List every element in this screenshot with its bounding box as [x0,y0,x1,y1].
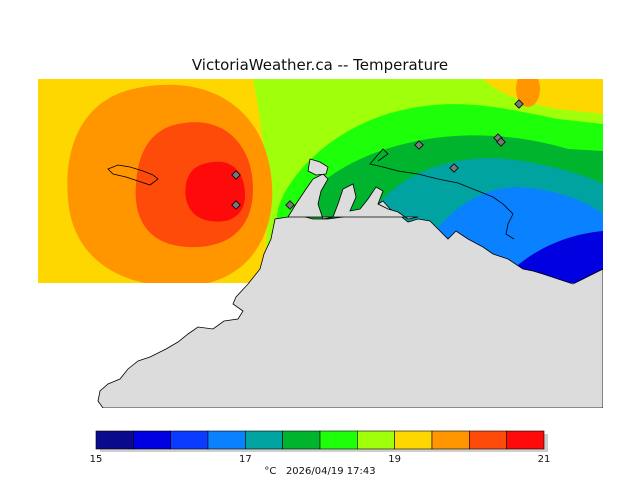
legend-unit: °C [264,466,277,477]
temp-band-red [185,161,246,222]
station-marker [285,200,295,210]
temperature-map[interactable] [38,79,603,408]
land-mainland [97,200,603,408]
legend-caption: °C 2026/04/19 17:43 [0,466,640,477]
legend-tick-label: 15 [89,454,103,465]
land-shore-upper [307,158,329,176]
station-marker [414,140,424,150]
legend-swatch [133,430,171,450]
legend-swatch [431,430,470,450]
legend-swatch [95,430,134,450]
station-marker [514,99,524,109]
legend-swatch [357,430,395,450]
temp-band-orange-small [516,79,540,107]
legend-tick-label: 21 [537,454,551,465]
station-marker [231,170,241,180]
color-scale-legend [95,430,548,452]
legend-swatch [170,430,209,450]
map-title: VictoriaWeather.ca -- Temperature [191,56,449,74]
legend-tick-label: 17 [238,454,252,465]
legend-swatch [207,430,246,450]
legend-swatch [506,430,545,450]
station-marker [496,137,506,147]
legend-swatch [469,430,507,450]
station-markers [231,99,524,210]
legend-swatch [394,430,433,450]
legend-tick-label: 19 [388,454,402,465]
legend-swatch [282,430,321,450]
land-strait-line [369,148,515,240]
legend-swatch [245,430,283,450]
legend-timestamp: 2026/04/19 17:43 [285,466,376,477]
station-marker [231,200,241,210]
legend-swatch [319,430,358,450]
land-island-west [107,164,159,186]
station-marker [449,163,459,173]
